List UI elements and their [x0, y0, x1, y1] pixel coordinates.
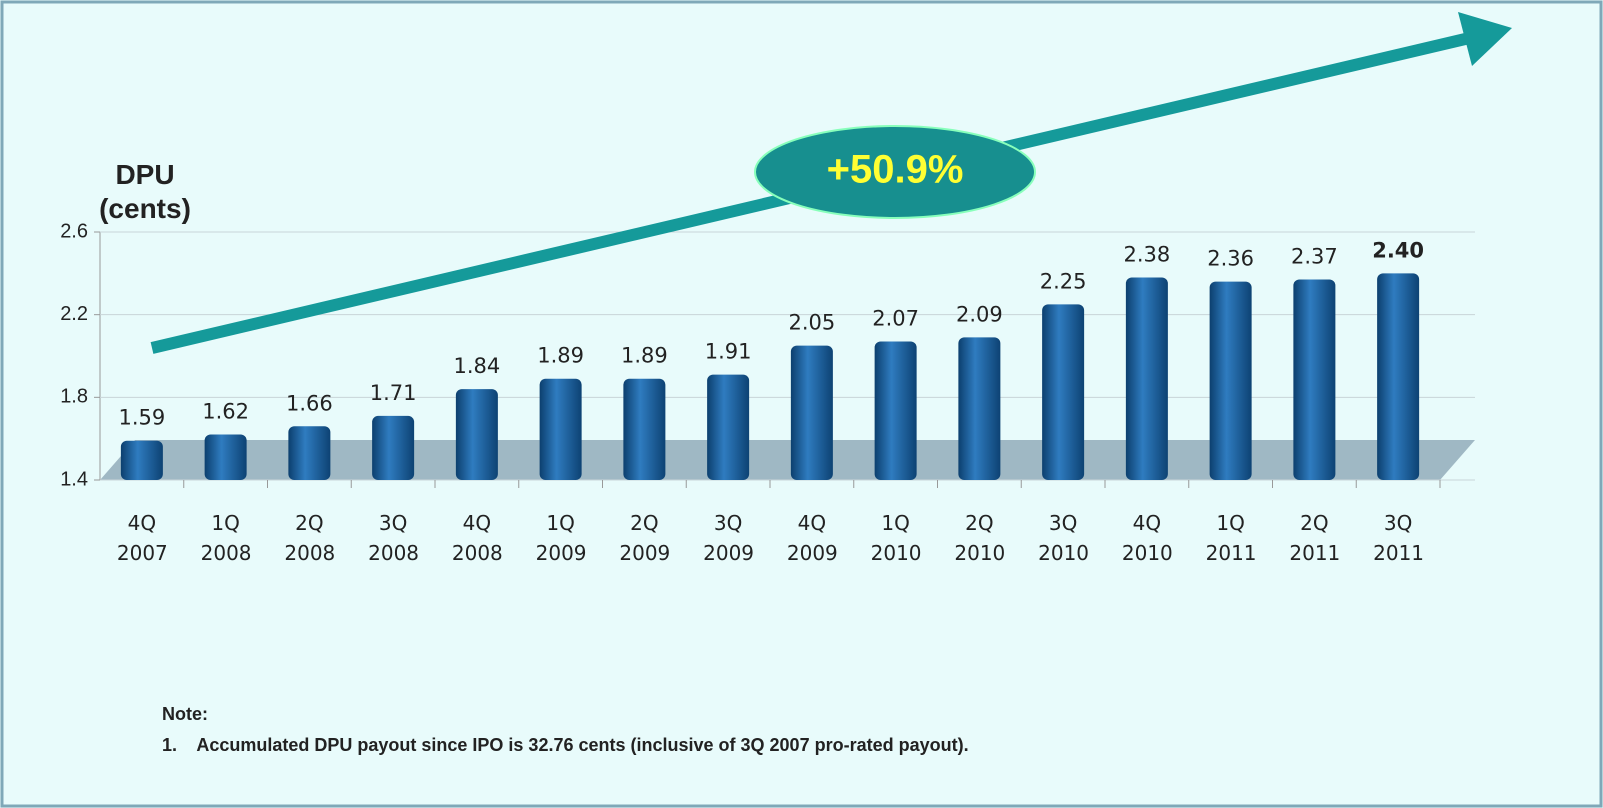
x-tick-label: 3Q 2009: [703, 511, 755, 565]
data-label: 1.59: [118, 406, 165, 430]
bar: [120, 440, 163, 480]
x-tick-label: 4Q 2008: [451, 511, 503, 565]
data-label: 1.62: [202, 400, 249, 424]
data-label: 2.36: [1207, 247, 1254, 271]
data-label: 2.09: [956, 302, 1003, 326]
x-tick-label: 1Q 2011: [1205, 511, 1257, 565]
note-line: Note:: [162, 704, 208, 724]
x-tick-label: 2Q 2010: [954, 511, 1006, 565]
data-label: 2.38: [1123, 242, 1170, 266]
x-tick-label: 2Q 2009: [619, 511, 671, 565]
bar: [1209, 281, 1252, 480]
x-tick-label: 1Q 2008: [200, 511, 252, 565]
y-tick-label: 2.2: [60, 303, 88, 325]
bar: [1042, 304, 1085, 480]
data-label: 2.05: [788, 311, 835, 335]
y-tick-label: 1.4: [60, 468, 88, 490]
data-label: 1.84: [453, 354, 500, 378]
bar: [623, 378, 666, 480]
x-tick-label: 3Q 2008: [368, 511, 420, 565]
bar: [204, 434, 247, 480]
bar: [874, 341, 917, 480]
bar: [1125, 277, 1168, 480]
x-tick-label: 4Q 2007: [116, 511, 168, 565]
data-label: 1.89: [537, 344, 584, 368]
x-tick-label: 2Q 2008: [284, 511, 336, 565]
bar: [707, 374, 750, 480]
bar: [790, 345, 833, 480]
y-tick-label: 2.6: [60, 220, 88, 242]
x-tick-label: 2Q 2011: [1289, 511, 1341, 565]
note: Note: 1. Accumulated DPU payout since IPO…: [162, 704, 969, 766]
x-tick-label: 1Q 2010: [870, 511, 922, 565]
data-label: 1.91: [705, 340, 752, 364]
y-axis-label: DPU (cents): [99, 159, 191, 224]
y-tick-label: 1.8: [60, 386, 88, 408]
data-label: 2.25: [1040, 269, 1087, 293]
bar: [288, 426, 331, 480]
x-tick-label: 3Q 2010: [1038, 511, 1090, 565]
x-tick-label: 4Q 2009: [786, 511, 838, 565]
data-label: 1.89: [621, 344, 668, 368]
bar: [1377, 273, 1420, 480]
x-tick-label: 1Q 2009: [535, 511, 587, 565]
x-tick-label: 4Q 2010: [1121, 511, 1173, 565]
annotation: +50.9%: [827, 148, 964, 192]
bar: [372, 415, 415, 480]
data-label: 2.37: [1291, 245, 1338, 269]
x-tick-label: 3Q 2011: [1373, 511, 1425, 565]
annotation-bubble: [754, 125, 1036, 219]
data-label: 2.07: [872, 307, 919, 331]
arrow-head: [1458, 12, 1512, 66]
note-line: 1. Accumulated DPU payout since IPO is 3…: [162, 735, 969, 755]
bar: [1293, 279, 1336, 480]
data-label: 1.71: [370, 381, 417, 405]
bar: [539, 378, 582, 480]
data-label: 2.40: [1372, 238, 1424, 262]
bar: [455, 389, 498, 480]
bar: [958, 337, 1001, 480]
data-label: 1.66: [286, 391, 333, 415]
